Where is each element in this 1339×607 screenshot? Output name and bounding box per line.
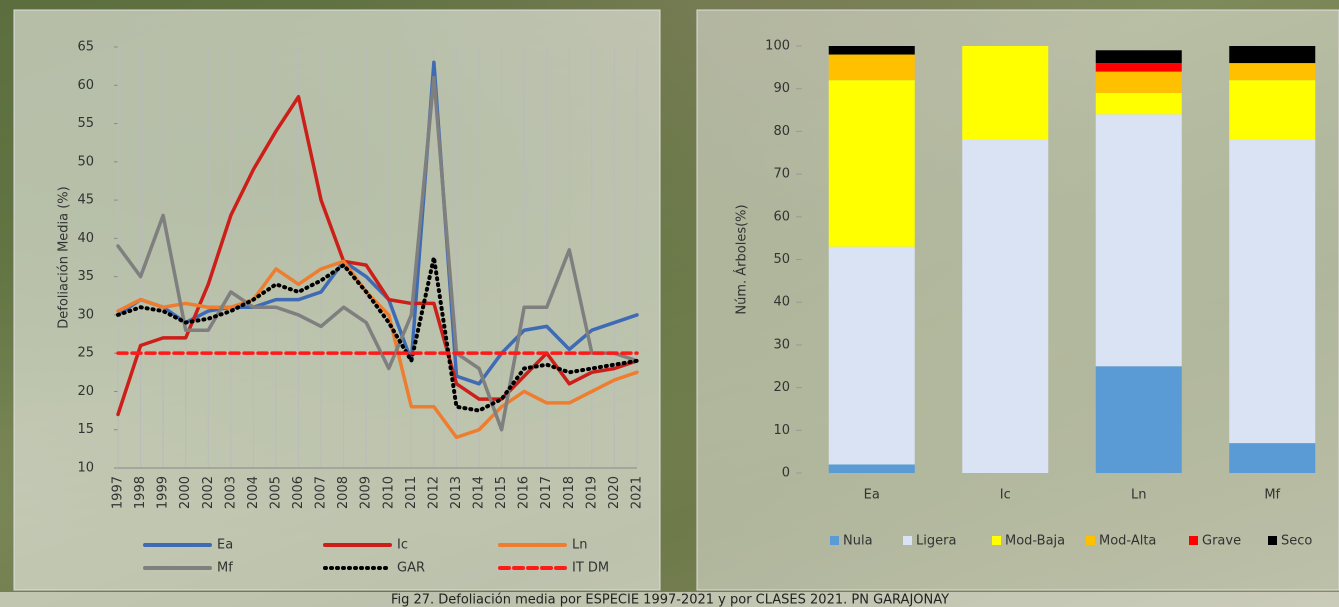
y-tick-label: 10 <box>77 461 94 476</box>
x-tick-label: 2019 <box>584 476 599 509</box>
bar-segment <box>1095 366 1182 473</box>
y-tick-label: 0 <box>782 466 790 481</box>
x-tick-label: 1997 <box>111 476 126 509</box>
y-axis-label: Defoliación Media (%) <box>57 186 72 329</box>
legend-swatch <box>1189 536 1198 545</box>
y-tick-label: 80 <box>773 124 790 139</box>
bar-segment <box>828 54 915 81</box>
bar-segment <box>1095 71 1182 93</box>
legend-swatch <box>992 536 1001 545</box>
legend-label: Mf <box>217 561 233 576</box>
y-tick-label: 65 <box>77 40 94 55</box>
legend-label: GAR <box>397 561 425 576</box>
y-tick-label: 60 <box>77 78 94 93</box>
y-tick-label: 40 <box>773 295 790 310</box>
legend-label: Seco <box>1281 534 1312 549</box>
legend-label: Mod-Alta <box>1099 534 1156 549</box>
series-line <box>116 75 639 432</box>
legend-swatch <box>1086 536 1095 545</box>
left-panel <box>13 9 661 591</box>
x-tick-label: 2005 <box>268 476 283 509</box>
series-line <box>116 95 639 417</box>
y-tick-label: 45 <box>77 193 94 208</box>
y-tick-label: 35 <box>77 269 94 284</box>
x-tick-label: Ea <box>864 488 880 503</box>
x-tick-label: 2008 <box>336 476 351 509</box>
x-tick-label: 2000 <box>178 476 193 509</box>
series-line <box>116 259 639 440</box>
y-tick-label: 20 <box>773 380 790 395</box>
x-tick-label: 2003 <box>223 476 238 509</box>
x-tick-label: Ic <box>1000 488 1011 503</box>
bar-segment <box>828 246 915 465</box>
x-tick-label: 2002 <box>201 476 216 509</box>
legend-label: Ligera <box>916 534 956 549</box>
bar-segment <box>1229 46 1316 64</box>
bar-segment <box>1095 114 1182 367</box>
series-line <box>116 255 639 413</box>
y-tick-label: 40 <box>77 231 94 246</box>
legend-label: Nula <box>843 534 873 549</box>
x-tick-label: Mf <box>1264 488 1280 503</box>
caption-strip <box>0 592 1339 607</box>
bar-segment <box>1095 63 1182 72</box>
x-tick-label: 2009 <box>359 476 374 509</box>
bar-segment <box>1229 80 1316 140</box>
y-tick-label: 90 <box>773 81 790 96</box>
bar-segment <box>1229 139 1316 444</box>
x-tick-label: 2015 <box>494 476 509 509</box>
y-tick-label: 60 <box>773 209 790 224</box>
bar-segment <box>828 46 915 55</box>
legend-label: IT DM <box>572 561 609 576</box>
legend-label: Ea <box>217 538 233 553</box>
bar-segment <box>1229 443 1316 473</box>
bar-segment <box>828 464 915 473</box>
x-tick-label: 2014 <box>472 476 487 509</box>
bar-segment <box>1229 63 1316 81</box>
bar-segment <box>1095 92 1182 115</box>
x-tick-label: 2016 <box>517 476 532 509</box>
bar-segment <box>828 80 915 247</box>
legend-label: Mod-Baja <box>1005 534 1065 549</box>
y-tick-label: 30 <box>77 307 94 322</box>
x-tick-label: 1999 <box>156 476 171 509</box>
x-tick-label: 2012 <box>426 476 441 509</box>
y-tick-label: 50 <box>773 252 790 267</box>
legend-label: Ic <box>397 538 408 553</box>
caption: Fig 27. Defoliación media por ESPECIE 19… <box>391 593 949 607</box>
y-tick-label: 30 <box>773 337 790 352</box>
x-tick-label: 2018 <box>562 476 577 509</box>
x-tick-label: 2004 <box>246 476 261 509</box>
y-tick-label: 55 <box>77 116 94 131</box>
x-tick-label: 2011 <box>404 476 419 509</box>
x-tick-label: 1998 <box>133 476 148 509</box>
series-line <box>116 60 639 386</box>
y-tick-label: 15 <box>77 422 94 437</box>
y-tick-label: 25 <box>77 346 94 361</box>
legend-label: Ln <box>572 538 587 553</box>
x-tick-label: 2010 <box>381 476 396 509</box>
x-tick-label: 2007 <box>314 476 329 509</box>
y-tick-label: 70 <box>773 167 790 182</box>
legend-swatch <box>903 536 912 545</box>
bar-segment <box>962 139 1049 473</box>
bar-segment <box>962 46 1049 140</box>
y-tick-label: 10 <box>773 423 790 438</box>
legend-swatch <box>1268 536 1277 545</box>
y-tick-label: 100 <box>765 39 790 54</box>
bar-segment <box>1095 50 1182 64</box>
x-tick-label: Ln <box>1131 488 1146 503</box>
y-tick-label: 50 <box>77 154 94 169</box>
x-tick-label: 2006 <box>291 476 306 509</box>
x-tick-label: 2017 <box>539 476 554 509</box>
legend-swatch <box>830 536 839 545</box>
legend-label: Grave <box>1202 534 1241 549</box>
y-tick-label: 20 <box>77 384 94 399</box>
y-axis-label: Núm. Árboles(%) <box>734 204 750 314</box>
x-tick-label: 2020 <box>607 476 622 509</box>
x-tick-label: 2021 <box>630 476 645 509</box>
x-tick-label: 2013 <box>449 476 464 509</box>
